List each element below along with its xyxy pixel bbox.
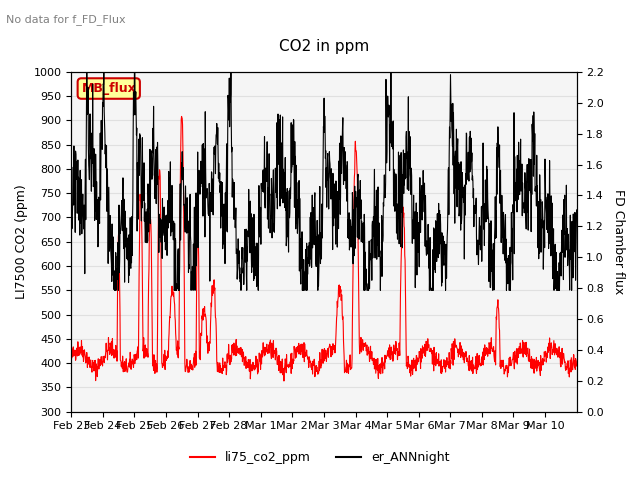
- Title: CO2 in ppm: CO2 in ppm: [279, 39, 369, 54]
- er_ANNnight: [444, 234, 451, 240]
- er_ANNnight: [311, 190, 319, 196]
- li75_co2_ppm: [567, 361, 575, 367]
- er_ANNnight: [67, 217, 75, 223]
- Text: MB_flux: MB_flux: [81, 82, 136, 95]
- Legend: li75_co2_ppm, er_ANNnight: li75_co2_ppm, er_ANNnight: [186, 446, 454, 469]
- li75_co2_ppm: [147, 216, 154, 222]
- er_ANNnight: [301, 268, 309, 274]
- er_ANNnight: [111, 288, 118, 293]
- er_ANNnight: [147, 172, 155, 178]
- Y-axis label: LI7500 CO2 (ppm): LI7500 CO2 (ppm): [15, 184, 28, 299]
- er_ANNnight: [83, 59, 91, 65]
- er_ANNnight: [567, 256, 575, 262]
- li75_co2_ppm: [301, 351, 309, 357]
- li75_co2_ppm: [444, 361, 451, 367]
- li75_co2_ppm: [178, 114, 186, 120]
- li75_co2_ppm: [67, 353, 75, 359]
- li75_co2_ppm: [280, 378, 288, 384]
- Text: No data for f_FD_Flux: No data for f_FD_Flux: [6, 14, 126, 25]
- li75_co2_ppm: [517, 350, 525, 356]
- Line: er_ANNnight: er_ANNnight: [71, 62, 577, 290]
- li75_co2_ppm: [311, 374, 319, 380]
- Y-axis label: FD Chamber flux: FD Chamber flux: [612, 189, 625, 294]
- er_ANNnight: [517, 170, 525, 176]
- Line: li75_co2_ppm: li75_co2_ppm: [71, 117, 577, 381]
- er_ANNnight: [573, 207, 580, 213]
- li75_co2_ppm: [573, 363, 580, 369]
